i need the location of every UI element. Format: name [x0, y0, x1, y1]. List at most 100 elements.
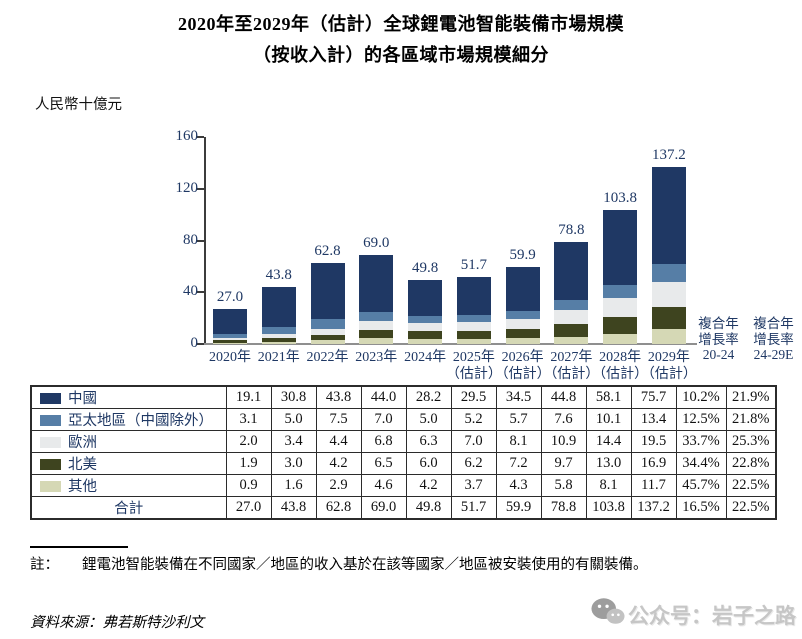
legend-label: 其他	[68, 479, 97, 495]
value-cell: 10.9	[540, 430, 587, 453]
value-cell: 34.5	[495, 385, 542, 409]
wechat-icon	[591, 597, 625, 632]
bar-segment-亞太地區（中國除外）	[359, 311, 394, 321]
bar-segment-中國	[261, 287, 296, 328]
table-total-row: 合計 27.0 43.8 62.8 69.0 49.8 51.7 59.9 78.8 103.8 1…	[30, 496, 777, 520]
bar-segment-北美	[359, 329, 394, 339]
bar-segment-歐洲	[261, 333, 296, 339]
x-axis-label: 2024年	[404, 349, 446, 383]
value-cell: 4.2	[315, 452, 362, 475]
bar-group: 59.9	[505, 247, 540, 344]
bar-segment-北美	[213, 340, 247, 343]
bar-segment-北美	[554, 323, 589, 337]
value-cell: 19.5	[630, 430, 677, 453]
bar-segment-中國	[359, 254, 394, 312]
table-row: 中國 19.1 30.8 43.8 44.0 28.2 29.5 34.5 44.8 58.1 75…	[30, 385, 777, 409]
x-axis-label: 2028年 （估計）	[592, 349, 648, 383]
x-axis-year: 2026年	[501, 350, 544, 365]
chart-title-line2: （按收入計）的各區域市場規模細分	[253, 45, 549, 65]
value-cell: 7.0	[450, 430, 497, 453]
value-cell: 4.2	[405, 474, 452, 497]
x-axis-year: 2028年	[599, 350, 642, 365]
x-axis-estimate-tag: （估計）	[640, 367, 697, 382]
x-axis-estimate-tag: （估計）	[494, 367, 551, 382]
value-cell: 5.7	[495, 408, 542, 431]
bar-group: 49.8	[408, 260, 443, 344]
bar-group: 51.7	[456, 257, 491, 344]
x-axis-line	[204, 343, 697, 345]
total-value-cell: 43.8	[270, 496, 317, 520]
value-cell: 5.0	[270, 408, 317, 431]
x-axis-year: 2020年	[209, 350, 251, 365]
x-axis-label: 2026年 （估計）	[495, 349, 551, 383]
value-cell: 5.8	[540, 474, 587, 497]
value-cell: 75.7	[630, 385, 677, 409]
bar-group: 137.2	[651, 147, 686, 344]
x-axis-estimate-tag: （估計）	[543, 367, 600, 382]
value-cell: 7.6	[540, 408, 587, 431]
bar-group: 27.0	[213, 289, 247, 344]
value-cell: 6.8	[360, 430, 407, 453]
value-cell: 13.4	[630, 408, 677, 431]
bar-segment-其他	[456, 339, 491, 344]
bar-segment-亞太地區（中國除外）	[554, 300, 589, 310]
y-tick-label: 0	[190, 335, 199, 351]
chart-title: 2020年至2029年（估計）全球鋰電池智能裝備市場規模 （按收入計）的各區域市…	[0, 9, 802, 71]
table-row: 歐洲 2.0 3.4 4.4 6.8 6.3 7.0 8.1 10.9 14.4 19.5 33.7%…	[30, 430, 777, 453]
value-cell: 10.1	[585, 408, 632, 431]
value-cell: 4.3	[495, 474, 542, 497]
value-cell: 8.1	[495, 430, 542, 453]
cagr-column-headers: 複合年 增長率 20-24 複合年 增長率 24-29E	[694, 316, 798, 363]
value-cell: 3.0	[270, 452, 317, 475]
value-cell: 3.7	[450, 474, 497, 497]
value-cell: 2.9	[315, 474, 362, 497]
cagr-cell: 22.5%	[725, 474, 777, 497]
bar-segment-歐洲	[310, 329, 345, 335]
legend-label: 亞太地區（中國除外）	[68, 413, 213, 429]
y-tick-mark	[197, 291, 204, 294]
bar-segment-北美	[261, 338, 296, 342]
value-cell: 5.0	[405, 408, 452, 431]
legend-swatch	[40, 481, 61, 492]
cagr-header-line: 20-24	[702, 347, 735, 362]
value-cell: 16.9	[630, 452, 677, 475]
cagr-cell: 45.7%	[675, 474, 727, 497]
value-cell: 11.7	[630, 474, 677, 497]
total-value-cell: 27.0	[225, 496, 272, 520]
bar-segment-北美	[456, 331, 491, 340]
value-cell: 4.6	[360, 474, 407, 497]
cagr-cell: 10.2%	[675, 385, 727, 409]
total-cagr-cell: 16.5%	[675, 496, 727, 520]
bar-segment-歐洲	[213, 337, 247, 341]
y-tick-mark	[197, 343, 204, 345]
bar-segment-其他	[261, 341, 296, 344]
value-cell: 43.8	[315, 385, 362, 409]
y-tick-label: 80	[183, 231, 198, 248]
footnote-prefix: 註：	[30, 557, 59, 573]
bar-segment-北美	[505, 329, 540, 339]
value-cell: 28.2	[405, 385, 452, 409]
bar-segment-歐洲	[603, 298, 638, 317]
watermark-text: 公众号：岩子之路	[628, 604, 796, 628]
bar-segment-亞太地區（中國除外）	[651, 264, 686, 282]
bar-segment-其他	[603, 333, 638, 344]
footnote-text: 鋰電池智能裝備在不同國家／地區的收入基於在該等國家／地區被安裝使用的有關裝備。	[82, 557, 648, 573]
bar-total-label: 62.8	[314, 242, 341, 259]
x-axis-label: 2029年 （估計）	[641, 349, 697, 383]
y-tick-label: 160	[175, 128, 199, 144]
bar-segment-北美	[651, 307, 686, 329]
watermark: 公众号：岩子之路	[591, 597, 796, 632]
value-cell: 7.5	[315, 408, 362, 431]
legend-swatch	[40, 415, 61, 426]
bar-segment-歐洲	[651, 281, 686, 308]
bar-total-label: 59.9	[509, 246, 536, 263]
total-value-cell: 137.2	[630, 496, 677, 520]
total-value-cell: 69.0	[360, 496, 407, 520]
table-row: 其他 0.9 1.6 2.9 4.6 4.2 3.7 4.3 5.8 8.1 11.7 45.7% 22…	[30, 474, 777, 497]
total-value-cell: 62.8	[315, 496, 362, 520]
value-cell: 44.0	[360, 385, 407, 409]
bar-total-label: 69.0	[363, 234, 390, 251]
x-axis-label: 2021年	[258, 349, 300, 383]
cagr-header-line: 24-29E	[753, 347, 794, 362]
cagr-header-line: 增長率	[753, 331, 794, 347]
